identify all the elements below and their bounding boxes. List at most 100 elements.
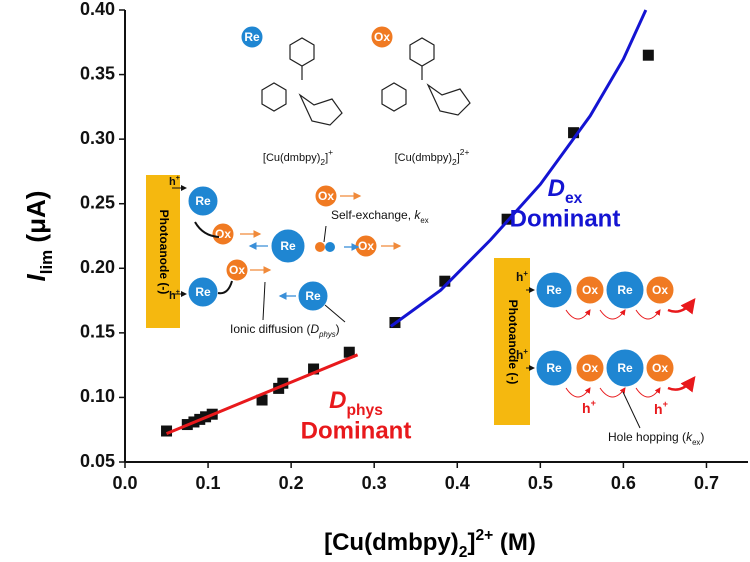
ox-label: Ox: [358, 239, 374, 253]
data-point: [439, 275, 451, 287]
text-part: ): [336, 322, 340, 336]
text-part: (μA): [21, 191, 51, 250]
complex-label: [Cu(dmbpy)2]+: [263, 147, 333, 167]
re-label: Re: [546, 361, 562, 375]
text-part: 2: [459, 544, 468, 561]
text-part: (M): [493, 529, 536, 556]
text-part: +: [591, 398, 596, 408]
ox-ball: [370, 25, 394, 49]
text-part: +: [328, 147, 333, 157]
text-part: ]: [467, 529, 475, 556]
x-tick-label: 0.4: [445, 473, 470, 493]
text-part: 2+: [460, 147, 470, 157]
text-part: k: [414, 208, 421, 222]
x-tick-label: 0.2: [279, 473, 304, 493]
text-part: 2: [320, 157, 325, 167]
text-part: ]: [457, 152, 460, 164]
text-part: I: [21, 273, 51, 281]
photoanode-label: Photoanode (-): [157, 210, 171, 295]
pointer: [323, 225, 327, 243]
text-part: phys: [346, 402, 383, 419]
data-point: [642, 49, 654, 61]
text-part: [Cu(dmbpy): [324, 529, 459, 556]
data-point: [308, 363, 320, 375]
ox-ball: [315, 242, 325, 252]
text-part: D: [548, 175, 565, 202]
pointer: [262, 281, 266, 321]
ox-label: Ox: [215, 227, 231, 241]
data-point: [161, 425, 173, 437]
re-label: Re: [546, 283, 562, 297]
hole-label: h+: [582, 398, 596, 415]
hole-label: h+: [169, 288, 180, 302]
annotation: Dominant: [510, 205, 621, 232]
ox-label: Ox: [652, 283, 668, 297]
text-part: h: [516, 270, 523, 284]
self-exchange-label: Self-exchange, kex: [331, 208, 429, 224]
text-part: 2+: [475, 527, 493, 544]
re-label: Re: [617, 361, 633, 375]
text-part: Self-exchange,: [331, 208, 414, 222]
molecule-sketch: [261, 37, 471, 126]
ox-label: Ox: [229, 263, 245, 277]
ox-ball: [211, 222, 235, 246]
x-tick-label: 0.1: [196, 473, 221, 493]
hop-arrow: [635, 387, 661, 398]
hole-label: h+: [516, 269, 528, 285]
text-part: 2: [452, 157, 457, 167]
text-part: h: [169, 176, 176, 188]
data-point: [343, 346, 355, 358]
hole-label: h+: [169, 174, 180, 188]
y-tick-label: 0.30: [80, 128, 115, 148]
text-part: +: [176, 174, 180, 182]
x-tick-label: 0.3: [362, 473, 387, 493]
text-part: [Cu(dmbpy): [263, 152, 320, 164]
text-part: k: [686, 430, 693, 444]
data-point: [568, 127, 580, 139]
y-tick-label: 0.25: [80, 192, 115, 212]
text-part: +: [523, 347, 528, 356]
text-part: ex: [565, 190, 583, 207]
hole-label: h+: [654, 399, 668, 416]
pointer: [324, 304, 346, 323]
pointer: [622, 391, 641, 429]
text-part: [Cu(dmbpy): [395, 152, 452, 164]
y-tick-label: 0.40: [80, 0, 115, 19]
text-part: h: [516, 348, 523, 362]
text-part: ): [700, 430, 704, 444]
hop-arrow: [565, 387, 591, 398]
data-point: [277, 377, 289, 389]
ox-ball: [575, 353, 605, 383]
text-part: D: [311, 322, 320, 336]
x-tick-label: 0.6: [611, 473, 636, 493]
re-ball: [187, 276, 219, 308]
re-ball: [187, 185, 219, 217]
ox-label: Ox: [652, 361, 668, 375]
y-tick-label: 0.05: [80, 451, 115, 471]
re-label: Re: [244, 30, 260, 44]
re-ball: [270, 228, 306, 264]
ox-label: Ox: [582, 283, 598, 297]
re-label: Re: [195, 285, 211, 299]
text-part: lim: [37, 250, 56, 274]
ox-ball: [645, 275, 675, 305]
hop-arrow: [635, 309, 661, 320]
ox-ball: [225, 258, 249, 282]
hop-arrow: [667, 376, 696, 393]
text-part: D: [329, 387, 346, 414]
ox-label: Ox: [374, 30, 390, 44]
photoanode-box: [146, 175, 180, 328]
text-part: Ionic diffusion (: [230, 322, 311, 336]
text-part: Hole hopping (: [608, 430, 686, 444]
hop-arrow: [565, 309, 591, 320]
text-part: ex: [420, 216, 428, 225]
re-ball: [325, 242, 335, 252]
re-ball: [240, 25, 264, 49]
x-tick-label: 0.7: [694, 473, 719, 493]
y-tick-label: 0.20: [80, 257, 115, 277]
photoanode-box: [494, 258, 530, 425]
x-tick-label: 0.0: [112, 473, 137, 493]
text-part: h: [582, 400, 591, 416]
y-tick-label: 0.10: [80, 386, 115, 406]
